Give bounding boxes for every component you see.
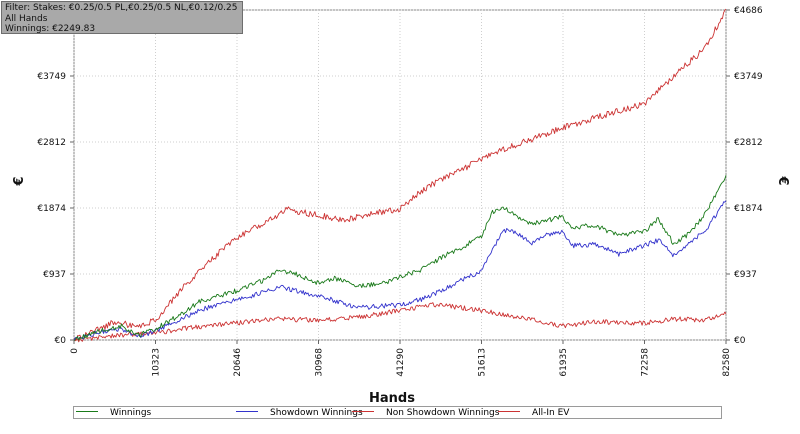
grid-lines [73,9,727,341]
y-tick-label: €937 [734,270,757,280]
legend-label: Winnings [110,408,152,418]
legend-swatch [352,411,374,412]
legend-item-non-showdown-winnings[interactable]: Non Showdown Winnings [352,408,499,419]
y-tick-label: €937 [43,270,66,280]
x-tick-label: 82580 [722,348,732,377]
x-tick-label: 72258 [641,348,651,377]
series-line-non-showdown-winnings [73,302,727,343]
x-tick-label: 20646 [233,348,243,377]
series-line-all-in-ev [73,8,727,341]
x-tick-label: 30968 [315,348,325,377]
x-tick-label: 41290 [396,348,406,377]
y-tick-label: €3749 [37,72,66,82]
x-tick-label: 10323 [152,348,162,377]
y-tick-label: €3749 [734,72,763,82]
legend-label: Showdown Winnings [270,408,363,418]
y-ticks-right: €0 €937 €1874 €2812 €3749 €4686 [726,6,763,346]
legend-label: Non Showdown Winnings [386,408,500,418]
x-tick-label: 61935 [559,348,569,377]
legend-swatch [236,411,258,412]
y-tick-label: €4686 [734,6,763,16]
hands-text: All Hands [5,13,48,24]
y-axis-title-right: € [775,175,790,185]
x-ticks: 0 10323 20646 30968 41290 51613 61935 72258 8258… [70,340,732,377]
legend-item-showdown-winnings[interactable]: Showdown Winnings [236,408,363,419]
legend-item-winnings[interactable]: Winnings [76,408,151,419]
x-tick-label: 51613 [478,348,488,377]
legend-label: All-In EV [532,408,570,418]
legend-item-all-in-ev[interactable]: All-In EV [498,408,569,419]
series-layer [73,8,727,343]
chart-legend: Winnings Showdown Winnings Non Showdown … [73,406,722,419]
y-tick-label: €2812 [734,138,763,148]
filter-text: Filter: Stakes: €0.25/0.5 PL,€0.25/0.5 N… [5,3,239,13]
legend-swatch [76,411,98,412]
filter-info-box: Filter: Stakes: €0.25/0.5 PL,€0.25/0.5 N… [1,1,243,34]
y-tick-label: €1874 [734,204,763,214]
x-axis-title: Hands [369,391,415,406]
legend-swatch [498,411,520,412]
y-tick-label: €1874 [37,204,66,214]
x-tick-label: 0 [70,348,80,354]
y-tick-label: €0 [55,336,67,346]
series-line-winnings [73,175,727,342]
y-axis-title-left: € [12,176,27,186]
y-ticks-left: €0€937€1874€2812€3749€4686 [37,6,74,346]
winnings-text: Winnings: €2249.83 [5,24,96,34]
y-tick-label: €2812 [37,138,66,148]
y-tick-label: €0 [734,336,746,346]
series-line-showdown-winnings [73,200,727,341]
